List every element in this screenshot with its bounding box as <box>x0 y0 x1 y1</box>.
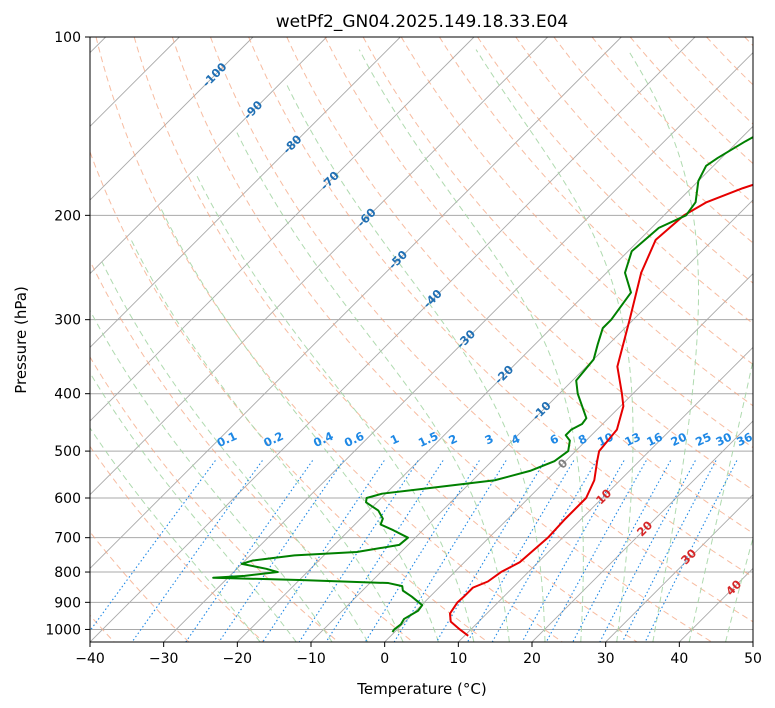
mixing-ratio-line <box>131 460 263 642</box>
isotherm-line <box>458 346 753 642</box>
axes: −40 −30 −20 −10 0 10 20 30 40 50 100 200 300 400 500 60… <box>45 30 762 667</box>
isotherm-line <box>237 125 753 642</box>
moist-adiabat-line <box>101 262 369 642</box>
moist-adiabat-line <box>236 132 510 642</box>
chart-title: wetPf2_GN04.2025.149.18.33.E04 <box>276 12 568 32</box>
temperature-profile <box>448 183 753 637</box>
moist-adiabat-line <box>725 536 753 642</box>
y-tick-label: 300 <box>54 313 81 329</box>
dry-adiabat-line <box>90 259 414 642</box>
moist-adiabat-line <box>90 371 297 642</box>
isotherm-line <box>163 52 753 642</box>
isotherm-line <box>90 37 622 569</box>
mixing-ratio-line <box>491 460 598 642</box>
x-tick-label: −30 <box>149 651 179 667</box>
dry-adiabat-line <box>95 37 563 642</box>
x-tick-label: 30 <box>597 651 615 667</box>
mixing-ratio-line <box>572 460 672 642</box>
moist-adiabat-line <box>285 83 546 642</box>
y-tick-label: 700 <box>54 531 81 547</box>
mixing-ratio-label: 16 <box>644 430 664 449</box>
isotherm-line <box>90 37 401 348</box>
y-axis-title: Pressure (hPa) <box>12 286 30 394</box>
y-tick-label: 600 <box>54 491 81 507</box>
mixing-ratio-label: 36 <box>734 430 754 449</box>
x-axis-title: Temperature (°C) <box>356 680 486 698</box>
x-tick-label: 50 <box>744 651 762 667</box>
moist-adiabat-line <box>195 173 475 642</box>
moist-adiabat-line <box>627 49 700 642</box>
dry-adiabat-line <box>171 37 712 642</box>
isotherm-line <box>531 420 753 642</box>
y-tick-label: 500 <box>54 444 81 460</box>
mixing-ratio-line <box>325 460 444 642</box>
mixing-ratio-line <box>185 460 314 642</box>
x-tick-label: 40 <box>670 651 688 667</box>
dry-adiabat-line <box>210 37 753 623</box>
isotherm-line <box>90 37 548 496</box>
x-tick-label: 10 <box>449 651 467 667</box>
x-tick-label: −10 <box>296 651 326 667</box>
moist-adiabat-line <box>90 427 261 642</box>
dry-adiabat-line <box>553 37 753 244</box>
mixing-ratio-label: 30 <box>713 430 733 449</box>
isotherm-line <box>90 37 327 275</box>
dewpoint-profile <box>212 136 753 633</box>
mixing-ratio-line <box>90 460 216 632</box>
moist-adiabat-line <box>160 208 439 642</box>
isotherm-line <box>605 494 753 642</box>
x-tick-label: 20 <box>523 651 541 667</box>
mixing-ratio-line <box>435 460 546 642</box>
y-tick-label: 800 <box>54 565 81 581</box>
mixing-ratio-line <box>218 460 344 642</box>
y-tick-label: 400 <box>54 387 81 403</box>
plot-border <box>89 36 754 643</box>
y-tick-label: 200 <box>54 208 81 224</box>
y-tick-label: 1000 <box>45 622 81 638</box>
dry-adiabat-line <box>400 37 753 407</box>
y-tick-label: 900 <box>54 595 81 611</box>
mixing-ratio-label: 25 <box>693 430 713 449</box>
isotherm-line <box>384 273 753 642</box>
dry-adiabat-line <box>286 37 753 534</box>
dry-adiabat-line <box>324 37 753 491</box>
dry-adiabat-line <box>248 37 753 578</box>
dry-adiabat-line <box>133 37 638 642</box>
mixing-ratio-label: 10 <box>595 430 615 449</box>
dry-adiabat-line <box>591 37 753 204</box>
dry-adiabat-line <box>90 445 264 642</box>
isotherm-line <box>90 37 254 201</box>
isotherm-line <box>90 37 696 642</box>
x-tick-label: −20 <box>223 651 253 667</box>
plot-frame <box>89 36 754 643</box>
mixing-ratio-line <box>262 460 385 642</box>
mixing-ratio-line <box>545 460 647 642</box>
moist-adiabat-line <box>688 358 753 642</box>
y-tick-label: 100 <box>54 30 81 46</box>
isotherm-line <box>90 37 475 422</box>
mixing-ratio-label: 20 <box>668 430 688 449</box>
mixing-ratio-label: 13 <box>622 430 642 449</box>
dry-adiabat-line <box>90 356 339 642</box>
x-tick-label: 0 <box>380 651 389 667</box>
moist-adiabat-line <box>130 239 404 642</box>
moist-adiabat-line <box>90 309 333 642</box>
dry-adiabat-line <box>362 37 753 449</box>
dry-adiabat-line <box>439 37 753 366</box>
x-tick-label: −40 <box>75 651 105 667</box>
moist-adiabat-line <box>475 49 634 642</box>
mixing-ratio-line <box>521 460 625 642</box>
